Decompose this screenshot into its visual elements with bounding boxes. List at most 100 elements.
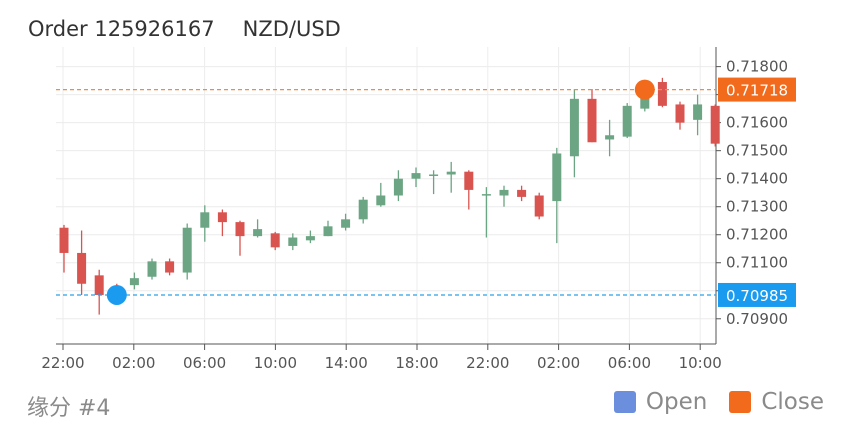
candle-body — [182, 227, 192, 273]
candle — [429, 170, 439, 195]
candle — [657, 77, 667, 108]
candle-body — [270, 233, 280, 248]
candle-body — [217, 212, 227, 223]
candle-body — [235, 222, 245, 237]
open-swatch-icon — [613, 391, 636, 413]
candle-body — [376, 195, 386, 206]
candle-body — [446, 171, 456, 175]
symbol-label: NZD/USD — [242, 17, 341, 41]
candle-body — [200, 212, 210, 228]
candle-body — [640, 97, 650, 109]
candle — [77, 230, 87, 295]
candle — [358, 196, 368, 224]
candle — [235, 220, 245, 256]
candle-body — [253, 229, 263, 237]
legend-item-close[interactable]: Close — [729, 389, 824, 415]
x-tick-label: 10:00 — [254, 354, 297, 372]
candle — [305, 230, 315, 244]
y-tick-label: 0.71500 — [726, 142, 788, 160]
candle — [710, 104, 720, 147]
close-price-label: 0.71718 — [726, 82, 788, 100]
candle-body — [499, 189, 509, 196]
x-tick-label: 06:00 — [608, 354, 651, 372]
order-label: Order 125926167 — [28, 17, 215, 41]
candle-body — [411, 173, 421, 179]
close-swatch-icon — [729, 391, 752, 413]
candle-body — [517, 189, 527, 197]
open-price-label: 0.70985 — [726, 287, 788, 305]
candle-body — [481, 194, 491, 196]
candle-body — [323, 226, 333, 237]
x-tick-label: 02:00 — [112, 354, 155, 372]
candle — [499, 185, 509, 207]
candle — [147, 258, 157, 280]
candle — [376, 182, 386, 207]
candle-body — [693, 104, 703, 120]
candle — [129, 272, 139, 290]
legend-label-close: Close — [761, 389, 824, 415]
legend-item-open[interactable]: Open — [613, 389, 708, 415]
candle — [569, 89, 579, 178]
candle-body — [552, 153, 562, 202]
candle — [411, 167, 421, 188]
candle-body — [393, 178, 403, 196]
candle — [622, 103, 632, 139]
candle — [552, 147, 562, 244]
candle — [323, 220, 333, 237]
x-tick-label: 06:00 — [183, 354, 226, 372]
y-tick-label: 0.71100 — [726, 254, 788, 272]
candle-body — [165, 261, 175, 273]
candle-body — [129, 278, 139, 286]
candle — [59, 224, 69, 273]
x-tick-label: 18:00 — [395, 354, 438, 372]
legend-label-open: Open — [645, 389, 708, 415]
candle-body — [94, 275, 104, 295]
x-tick-label: 10:00 — [679, 354, 722, 372]
candle — [253, 219, 263, 238]
candle — [270, 231, 280, 251]
candle — [94, 269, 104, 315]
candle-body — [587, 98, 597, 143]
close-marker — [634, 79, 655, 100]
candle-body — [622, 105, 632, 137]
chart-title: Order 125926167 NZD/USD — [28, 17, 341, 41]
close-price-badge — [718, 77, 796, 102]
candle — [587, 89, 597, 143]
candle — [446, 161, 456, 193]
open-marker — [106, 284, 127, 305]
y-tick-label: 0.71400 — [726, 170, 788, 188]
x-tick-label: 14:00 — [325, 354, 368, 372]
candle — [165, 258, 175, 276]
candle — [675, 101, 685, 130]
candle-body — [605, 135, 615, 140]
legend: Open Close — [613, 389, 824, 415]
candle-body — [341, 219, 351, 228]
candle-body — [464, 171, 474, 190]
candle-body — [358, 199, 368, 220]
grid — [56, 47, 716, 344]
candlestick-chart: 0.718000.717000.716000.715000.714000.713… — [41, 47, 796, 372]
candle-body — [429, 174, 439, 176]
candle-body — [534, 195, 544, 217]
candle-body — [288, 237, 298, 246]
footer-label: 缘分 #4 — [27, 396, 111, 421]
x-tick-label: 02:00 — [537, 354, 580, 372]
open-price-badge — [718, 282, 796, 307]
candle-body — [77, 252, 87, 284]
y-tick-label: 0.71200 — [726, 226, 788, 244]
candle — [182, 223, 192, 280]
x-tick-label: 22:00 — [41, 354, 84, 372]
candle — [693, 94, 703, 136]
candle — [534, 192, 544, 220]
candle — [393, 170, 403, 202]
candle — [517, 185, 527, 202]
candle — [464, 170, 474, 210]
candle-body — [569, 98, 579, 157]
candle-body — [675, 104, 685, 123]
candle-body — [657, 82, 667, 106]
y-tick-label: 0.71600 — [726, 114, 788, 132]
y-tick-label: 0.71300 — [726, 198, 788, 216]
candle — [341, 213, 351, 231]
candle — [217, 209, 227, 237]
candle — [481, 187, 491, 238]
